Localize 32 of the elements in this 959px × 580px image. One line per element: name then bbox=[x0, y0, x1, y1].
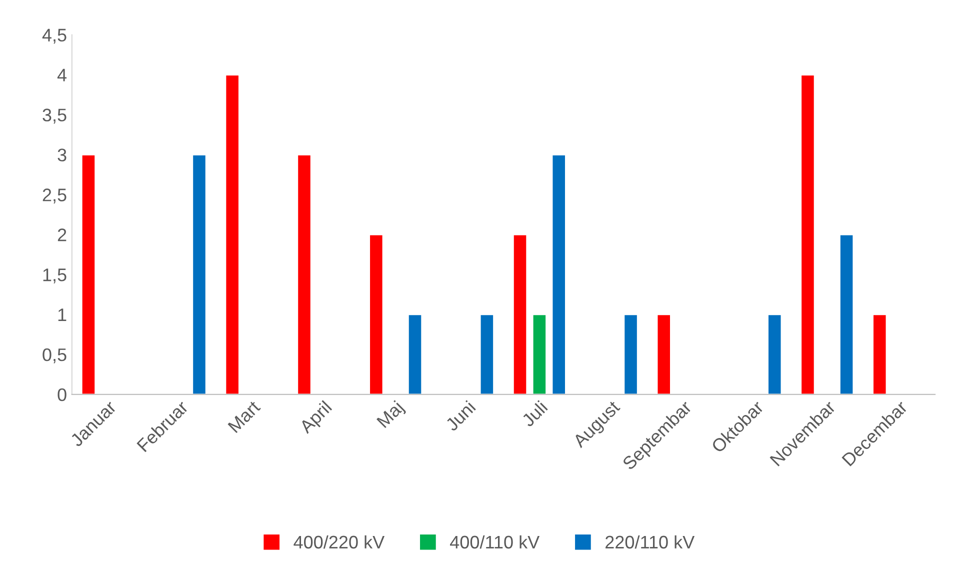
bar bbox=[407, 314, 423, 394]
y-tick-label: 1,5 bbox=[43, 268, 66, 284]
bar bbox=[872, 314, 888, 394]
x-tick-label: Juli bbox=[520, 400, 548, 428]
bar bbox=[623, 314, 638, 394]
bar bbox=[479, 314, 494, 394]
y-tick-label: 2,5 bbox=[42, 188, 66, 204]
bar bbox=[839, 234, 854, 394]
y-tick-label: 0,5 bbox=[42, 348, 66, 364]
bar bbox=[80, 154, 96, 394]
legend-label: 400/110 kV bbox=[450, 535, 540, 549]
y-tick-label: 1 bbox=[58, 308, 66, 322]
y-tick-label: 3 bbox=[58, 148, 66, 162]
y-tick-label: 3,5 bbox=[42, 108, 66, 124]
y-tick-label: 2 bbox=[58, 228, 66, 242]
bar bbox=[512, 234, 528, 394]
legend-label: 220/110 kV bbox=[606, 535, 695, 549]
y-tick-label: 4 bbox=[57, 68, 67, 82]
legend-label: 400/220 kV bbox=[294, 535, 385, 549]
bar bbox=[532, 314, 547, 394]
bar bbox=[368, 234, 384, 394]
y-tick-label: 0 bbox=[58, 388, 66, 402]
bar bbox=[192, 154, 207, 394]
bar bbox=[296, 154, 312, 394]
bar bbox=[656, 314, 672, 394]
x-tick-label: Juni bbox=[444, 400, 476, 432]
y-tick-label: 4,5 bbox=[42, 28, 66, 44]
bar bbox=[551, 154, 566, 394]
x-tick-label: Maj bbox=[376, 400, 407, 431]
bar bbox=[800, 74, 816, 394]
bar bbox=[224, 74, 240, 394]
bar bbox=[767, 314, 782, 394]
